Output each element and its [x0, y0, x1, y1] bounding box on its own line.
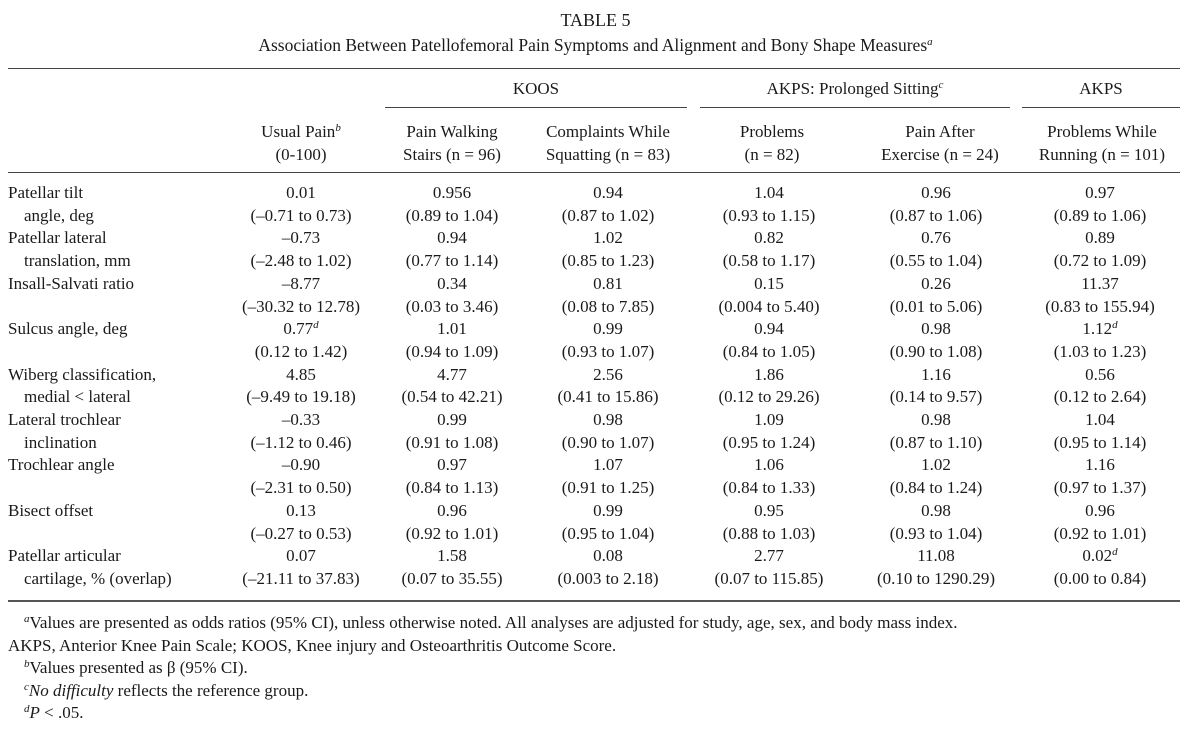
header-rule [8, 172, 1180, 173]
group-underline [700, 107, 1010, 108]
table-cell: 1.04 (0.93 to 1.15) [722, 183, 816, 225]
table-row: Bisect offset 0.13 (–0.27 to 0.53) 0.96 (0.9… [8, 500, 1180, 545]
column-header: Problems (n = 82) [739, 122, 805, 164]
table-cell: 0.98 (0.87 to 1.10) [889, 410, 983, 452]
table-row: Patellar articular cartilage, % (overlap)… [8, 545, 1180, 590]
table-row: Trochlear angle –0.90 (–2.31 to 0.50) 0.97(… [8, 454, 1180, 499]
table-subtitle: Association Between Patellofemoral Pain … [0, 33, 1191, 57]
table-cell: 1.04 (0.95 to 1.14) [1053, 410, 1147, 452]
table-cell: 1.02 (0.85 to 1.23) [561, 228, 655, 271]
table-cell: 1.06 (0.84 to 1.33) [722, 455, 816, 498]
table-cell: 0.13 (–0.27 to 0.53) [250, 500, 352, 543]
footnote-abbreviations: AKPS, Anterior Knee Pain Scale; KOOS, Kn… [8, 635, 617, 655]
table-cell: 0.26 (0.01 to 5.06) [889, 273, 983, 316]
table-row: Sulcus angle, deg 0.77d (0.12 to 1.42) 1.01… [8, 318, 1180, 363]
footnote-c: cNo difficulty reflects the reference gr… [24, 680, 309, 700]
table-title: TABLE 5 [560, 10, 631, 30]
data-table: Patellar tilt angle, deg 0.01 (–0.71 to 0.7… [8, 182, 1180, 591]
table-cell: 0.76 (0.55 to 1.04) [889, 228, 983, 271]
table-cell: 0.81 (0.08 to 7.85) [561, 273, 655, 316]
table-cell: 1.01 (0.94 to 1.09) [405, 319, 499, 361]
table-cell: 1.07 (0.91 to 1.25) [561, 455, 655, 498]
footnote-b: bValues presented as β (95% CI). [24, 658, 248, 677]
footnotes: aValues are presented as odds ratios (95… [8, 612, 1188, 725]
table-cell: 4.77 (0.54 to 42.21) [401, 364, 503, 407]
row-label: Lateral trochlear inclination [8, 410, 121, 452]
table-cell: 0.956 (0.89 to 1.04) [405, 183, 499, 225]
table-cell: 11.37 (0.83 to 155.94) [1045, 273, 1155, 316]
table-cell: 0.94 (0.84 to 1.05) [722, 319, 816, 361]
table-cell: 0.97 (0.89 to 1.06) [1053, 183, 1147, 225]
footnote-a: aValues are presented as odds ratios (95… [24, 613, 958, 632]
table-cell: 0.99 (0.91 to 1.08) [405, 410, 499, 452]
table-cell: 1.12d (1.03 to 1.23) [1053, 319, 1147, 361]
table-cell: 0.89 (0.72 to 1.09) [1053, 228, 1147, 271]
table-cell: 0.94 (0.87 to 1.02) [561, 183, 655, 225]
table-cell: 1.58 (0.07 to 35.55) [401, 546, 503, 588]
table-row: Insall-Salvati ratio –8.77 (–30.32 to 12.7… [8, 273, 1180, 318]
top-rule [8, 68, 1180, 69]
table-cell: 0.98 (0.90 to 1.07) [561, 410, 655, 452]
table-cell: 11.08 (0.10 to 1290.29) [876, 546, 996, 588]
table-cell: 0.08 (0.003 to 2.18) [557, 546, 659, 588]
table-cell: 0.77d (0.12 to 1.42) [254, 319, 348, 361]
table-cell: –0.90 (–2.31 to 0.50) [250, 455, 352, 498]
table-cell: 1.86 (0.12 to 29.26) [718, 364, 820, 407]
row-label: Insall-Salvati ratio [8, 273, 135, 293]
table-cell: –8.77 (–30.32 to 12.78) [241, 273, 361, 316]
table-cell: 0.96 (0.87 to 1.06) [889, 183, 983, 225]
row-label: Wiberg classification, medial < lateral [8, 364, 157, 407]
bottom-rule [8, 600, 1180, 602]
table-cell: 0.98 (0.93 to 1.04) [889, 500, 983, 543]
column-header: Pain Walking Stairs (n = 96) [403, 122, 501, 164]
table-cell: 0.01 (–0.71 to 0.73) [250, 183, 352, 225]
table-row: Patellar tilt angle, deg 0.01 (–0.71 to 0.7… [8, 182, 1180, 227]
table-cell: –0.73 (–2.48 to 1.02) [250, 228, 352, 271]
table-cell: 1.02 (0.84 to 1.24) [889, 455, 983, 498]
group-header-koos: KOOS [512, 79, 560, 98]
column-header: Problems While Running (n = 101) [1038, 122, 1166, 164]
row-label: Bisect offset [8, 500, 94, 520]
group-header-akps: AKPS [1079, 79, 1123, 98]
table-cell: 0.96 (0.92 to 1.01) [405, 500, 499, 543]
table-row: Wiberg classification, medial < lateral 4.… [8, 364, 1180, 409]
table-cell: 4.85 (–9.49 to 19.18) [246, 364, 356, 407]
row-label: Sulcus angle, deg [8, 319, 128, 339]
table-cell: 2.77 (0.07 to 115.85) [714, 546, 824, 588]
column-header: Pain After Exercise (n = 24) [881, 122, 999, 164]
table-row: Lateral trochlear inclination –0.33 (–1.12 … [8, 409, 1180, 454]
table-cell: 2.56 (0.41 to 15.86) [557, 364, 659, 407]
table-cell: –0.33 (–1.12 to 0.46) [250, 410, 352, 452]
table-cell: 0.95 (0.88 to 1.03) [722, 500, 816, 543]
column-header: Complaints While Squatting (n = 83) [545, 122, 671, 164]
footnote-d: dP < .05. [24, 703, 84, 722]
group-underline [1022, 107, 1180, 108]
table-cell: 0.98 (0.90 to 1.08) [889, 319, 983, 361]
table-cell: 1.09 (0.95 to 1.24) [722, 410, 816, 452]
table-row: Patellar lateral translation, mm –0.73 (–2.… [8, 227, 1180, 272]
table-cell: 0.99 (0.93 to 1.07) [561, 319, 655, 361]
footnote-mark: a [927, 36, 933, 48]
row-label: Trochlear angle [8, 455, 115, 475]
table-cell: 0.94 (0.77 to 1.14) [405, 228, 499, 271]
group-header-akps-sitting: AKPS: Prolonged Sittingc [766, 79, 944, 98]
table-cell: 1.16 (0.97 to 1.37) [1053, 455, 1147, 498]
table-cell: 0.99 (0.95 to 1.04) [561, 500, 655, 543]
table-cell: 0.15 (0.004 to 5.40) [718, 273, 820, 316]
table-cell: 0.07 (–21.11 to 37.83) [242, 546, 360, 588]
group-underline [385, 107, 687, 108]
table-cell: 0.82 (0.58 to 1.17) [722, 228, 816, 271]
table-cell: 1.16 (0.14 to 9.57) [889, 364, 983, 407]
row-label: Patellar tilt angle, deg [8, 183, 94, 225]
table-cell: 0.97 (0.84 to 1.13) [405, 455, 499, 498]
row-label: Patellar articular cartilage, % (overlap) [8, 546, 172, 588]
table-cell: 0.34 (0.03 to 3.46) [405, 273, 499, 316]
table-cell: 0.56 (0.12 to 2.64) [1053, 364, 1147, 407]
table-cell: 0.96 (0.92 to 1.01) [1053, 500, 1147, 543]
table-cell: 0.02d (0.00 to 0.84) [1053, 546, 1147, 588]
column-header: Usual Painb (0-100) [261, 122, 341, 164]
subtitle-text: Association Between Patellofemoral Pain … [258, 35, 928, 55]
row-label: Patellar lateral translation, mm [8, 228, 131, 271]
